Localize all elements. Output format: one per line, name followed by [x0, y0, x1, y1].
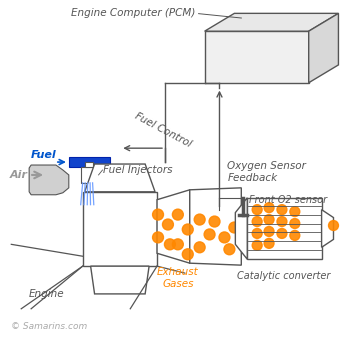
Circle shape [264, 226, 274, 237]
Circle shape [277, 228, 287, 238]
Text: Fuel Control: Fuel Control [133, 111, 193, 149]
Text: Engine Computer (PCM): Engine Computer (PCM) [71, 8, 195, 18]
Circle shape [252, 228, 262, 238]
Text: Exhaust
Gases: Exhaust Gases [157, 267, 199, 289]
Circle shape [162, 219, 173, 230]
Circle shape [204, 229, 215, 240]
Polygon shape [235, 198, 247, 259]
Circle shape [173, 209, 183, 220]
Circle shape [290, 231, 300, 240]
Polygon shape [205, 13, 338, 31]
Circle shape [182, 249, 193, 260]
Circle shape [277, 205, 287, 215]
Circle shape [229, 222, 240, 233]
Text: Fuel: Fuel [31, 150, 57, 160]
Circle shape [153, 232, 163, 243]
Polygon shape [190, 188, 241, 265]
Circle shape [164, 239, 175, 250]
Polygon shape [29, 165, 69, 195]
Circle shape [329, 220, 338, 231]
Text: Oxygen Sensor
Feedback: Oxygen Sensor Feedback [228, 161, 306, 183]
Circle shape [277, 217, 287, 226]
Circle shape [290, 207, 300, 217]
Circle shape [264, 203, 274, 213]
Text: Front O2 sensor: Front O2 sensor [249, 195, 327, 205]
Bar [247, 198, 322, 259]
Polygon shape [85, 164, 155, 192]
Text: Catalytic converter: Catalytic converter [237, 271, 331, 281]
Bar [81, 167, 97, 183]
Polygon shape [91, 266, 149, 294]
Bar [69, 157, 111, 167]
Circle shape [182, 224, 193, 235]
Circle shape [290, 219, 300, 228]
Bar [85, 162, 93, 167]
Circle shape [252, 205, 262, 215]
Circle shape [264, 215, 274, 224]
Circle shape [252, 217, 262, 226]
Text: © Samarins.com: © Samarins.com [11, 322, 88, 331]
Polygon shape [205, 31, 309, 83]
Polygon shape [322, 210, 334, 247]
Circle shape [224, 244, 235, 255]
Polygon shape [309, 13, 338, 83]
Circle shape [153, 209, 163, 220]
Circle shape [219, 232, 230, 243]
Bar [83, 192, 157, 266]
Polygon shape [157, 190, 190, 263]
Circle shape [173, 239, 183, 250]
Circle shape [209, 216, 220, 227]
Circle shape [252, 240, 262, 250]
Text: Air: Air [9, 170, 27, 180]
Circle shape [194, 242, 205, 253]
Text: Engine: Engine [29, 289, 65, 299]
Circle shape [194, 214, 205, 225]
Text: Fuel Injectors: Fuel Injectors [103, 165, 172, 175]
Circle shape [264, 238, 274, 248]
